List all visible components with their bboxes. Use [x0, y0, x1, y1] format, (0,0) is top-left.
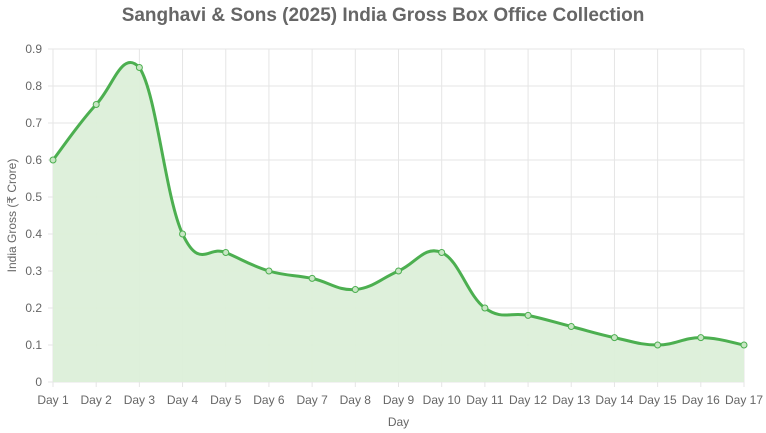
data-point: [135, 64, 143, 71]
x-tick-label: Day 4: [167, 393, 199, 407]
x-tick-label: Day 10: [423, 393, 461, 407]
x-tick-label: Day 8: [340, 393, 372, 407]
x-tick-label: Day 1: [37, 393, 69, 407]
data-point: [610, 334, 618, 342]
data-point: [654, 341, 662, 349]
x-tick-label: Day 15: [639, 393, 677, 407]
x-tick-label: Day 11: [466, 393, 503, 407]
data-point: [697, 334, 705, 342]
data-point: [481, 304, 489, 312]
chart-title: Sanghavi & Sons (2025) India Gross Box O…: [121, 5, 645, 26]
y-tick-label: 0.9: [25, 42, 42, 56]
x-tick-label: Day 5: [210, 393, 242, 407]
x-tick-label: Day 14: [595, 393, 633, 407]
x-tick-label: Day 16: [682, 393, 720, 407]
x-tick-label: Day 12: [509, 393, 547, 407]
data-point: [567, 323, 575, 330]
y-tick-label: 0.3: [25, 264, 42, 278]
data-point: [308, 274, 316, 282]
x-tick-label: Day 17: [725, 393, 763, 407]
x-tick-label: Day 13: [552, 393, 590, 407]
data-point: [740, 341, 748, 349]
data-point: [265, 267, 273, 275]
x-tick-label: Day 2: [81, 393, 113, 407]
y-tick-label: 0.4: [25, 227, 42, 241]
data-point: [524, 311, 532, 319]
x-tick-label: Day 6: [253, 393, 285, 407]
data-point: [92, 101, 100, 108]
data-point: [49, 156, 57, 164]
area-fill: [53, 62, 744, 382]
y-tick-label: 0.1: [25, 338, 42, 352]
data-point: [438, 249, 446, 256]
x-tick-label: Day 3: [124, 393, 156, 407]
y-tick-label: 0.6: [25, 153, 42, 167]
y-tick-label: 0: [35, 375, 42, 389]
y-tick-label: 0.5: [25, 190, 42, 204]
data-point: [179, 230, 187, 238]
x-axis-label: Day: [388, 415, 409, 429]
y-tick-label: 0.8: [25, 79, 42, 93]
data-point: [222, 249, 230, 256]
y-axis-label: India Gross (₹ Crore): [5, 159, 19, 273]
x-tick-label: Day 9: [383, 393, 415, 407]
data-point: [395, 267, 402, 275]
data-point: [351, 286, 359, 293]
x-tick-label: Day 7: [296, 393, 328, 407]
y-tick-label: 0.2: [25, 301, 42, 315]
y-tick-label: 0.7: [25, 116, 42, 130]
